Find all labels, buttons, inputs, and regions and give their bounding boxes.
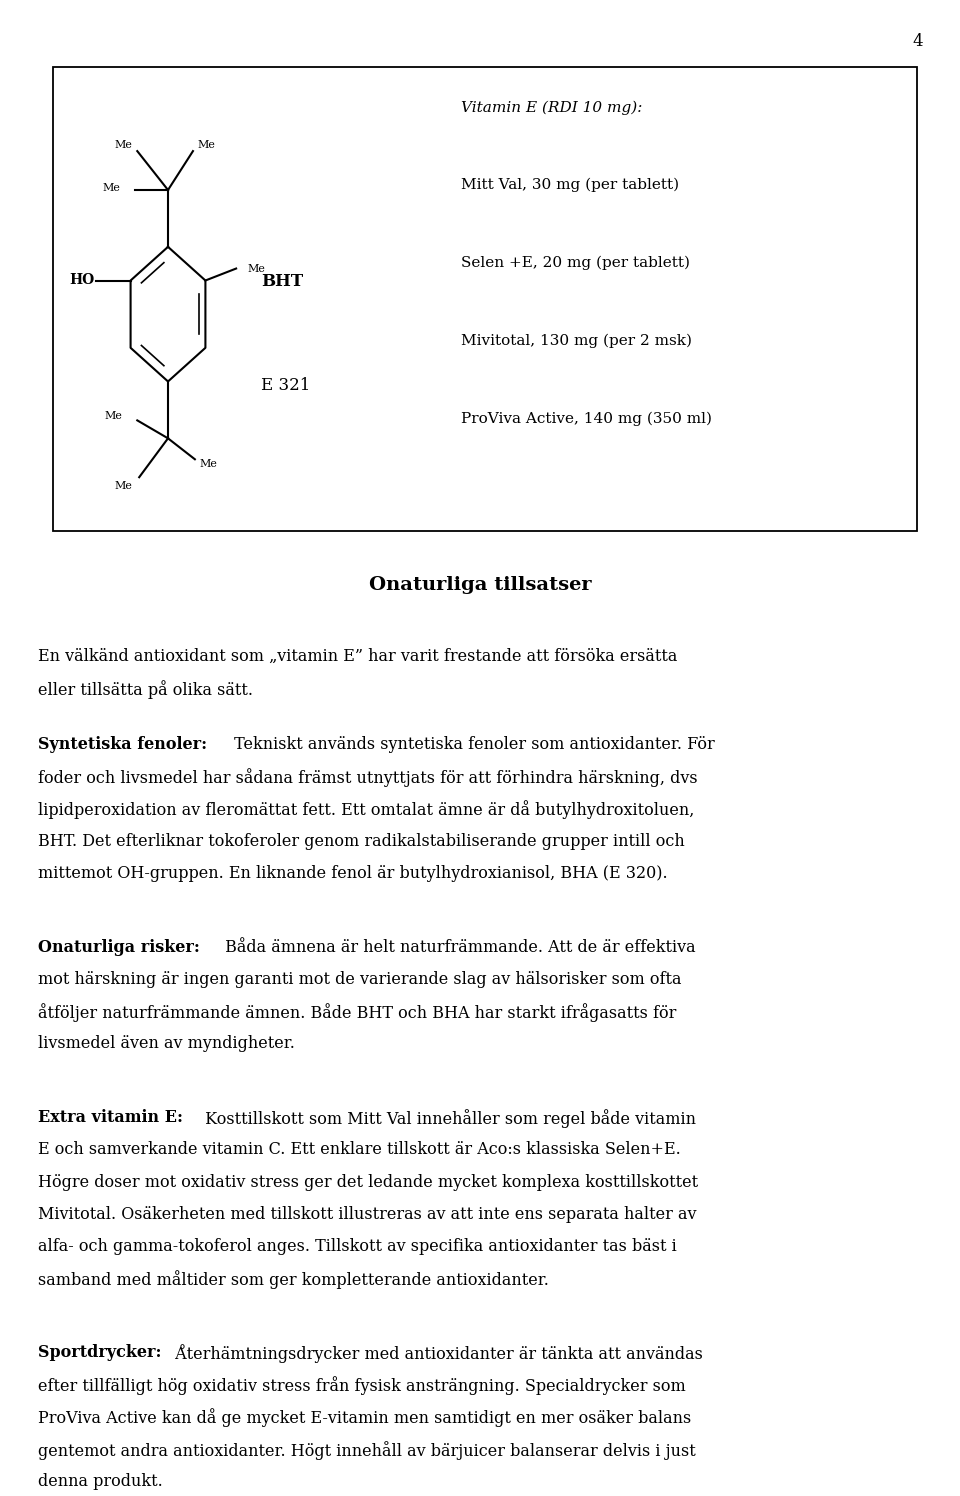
Text: 4: 4 (913, 33, 924, 49)
Text: Extra vitamin E:: Extra vitamin E: (38, 1110, 183, 1126)
Text: Me: Me (115, 482, 132, 491)
Text: E och samverkande vitamin C. Ett enklare tillskott är Aco:s klassiska Selen+E.: E och samverkande vitamin C. Ett enklare… (38, 1141, 682, 1158)
Text: BHT. Det efterliknar tokoferoler genom radikalstabiliserande grupper intill och: BHT. Det efterliknar tokoferoler genom r… (38, 832, 685, 850)
Text: ProViva Active kan då ge mycket E-vitamin men samtidigt en mer osäker balans: ProViva Active kan då ge mycket E-vitam… (38, 1409, 691, 1427)
Text: Sportdrycker:: Sportdrycker: (38, 1345, 162, 1361)
Text: lipidperoxidation av fleromättat fett. Ett omtalat ämne är då butylhydroxito: lipidperoxidation av fleromättat fett. … (38, 800, 695, 820)
Text: denna produkt.: denna produkt. (38, 1472, 163, 1490)
Text: Återhӓmtningsdrycker med antioxidanter är tänkta att användas: Återhӓmtningsdrycker med antioxidanter… (170, 1345, 703, 1363)
Text: Mivitotal, 130 mg (per 2 msk): Mivitotal, 130 mg (per 2 msk) (461, 334, 692, 349)
Bar (53, 67, 917, 531)
Text: En välkänd antioxidant som „vitamin E” har varit frestande att försöka ersätta: En välkänd antioxidant som „vitamin E” h… (38, 648, 678, 664)
Text: Båda ämnena är helt naturfrӓmmande. Att de är effektiva: Båda ämnena är helt naturfrӓmmande. … (220, 939, 695, 956)
Text: livsmedel även av myndigheter.: livsmedel även av myndigheter. (38, 1035, 296, 1052)
Text: E 321: E 321 (261, 377, 310, 395)
Text: alfa- och gamma-tokoferol anges. Tillskott av specifika antioxidanter tas bäst : alfa- och gamma-tokoferol anges. Tillsko… (38, 1239, 677, 1255)
Text: Me: Me (198, 141, 215, 150)
Text: eller tillsätta på olika sätt.: eller tillsätta på olika sätt. (38, 679, 253, 699)
Text: ProViva Active, 140 mg (350 ml): ProViva Active, 140 mg (350 ml) (461, 411, 711, 426)
Text: HO: HO (69, 274, 94, 287)
Text: Vitamin E (RDI 10 mg):: Vitamin E (RDI 10 mg): (461, 100, 642, 115)
Text: BHT: BHT (261, 272, 303, 290)
Text: Onaturliga tillsatser: Onaturliga tillsatser (369, 576, 591, 594)
Text: mittemot OH-gruppen. En liknande fenol är butylhydroxianisol, BHA (E 320).: mittemot OH-gruppen. En liknande fenol a… (38, 865, 668, 881)
Text: Me: Me (104, 411, 122, 420)
Text: Onaturliga risker:: Onaturliga risker: (38, 939, 201, 956)
Text: Syntetiska fenoler:: Syntetiska fenoler: (38, 736, 207, 752)
Text: Me: Me (200, 459, 217, 468)
Text: Högre doser mot oxidativ stress ger det ledande mycket komplexa kosttillskottet: Högre doser mot oxidativ stress ger det… (38, 1173, 699, 1191)
Text: efter tillfälligt hög oxidativ stress från fysisk ansträngning. Specialdryck: efter tillfälligt hög oxidativ stress … (38, 1376, 686, 1396)
Text: Me: Me (115, 141, 132, 150)
Text: åtföljer naturfrӓmmande ämnen. Både BHT och BHA har starkt ifrågasatts fö: åtföljer naturfrӓmmande ämnen. Både… (38, 1002, 677, 1022)
Text: foder och livsmedel har sådana främst utnyttjats för att förhindra härsknin: foder och livsmedel har sådana främst … (38, 769, 698, 787)
Text: Selen +E, 20 mg (per tablett): Selen +E, 20 mg (per tablett) (461, 256, 690, 271)
Text: samband med måltider som ger kompletterande antioxidanter.: samband med måltider som ger kompletter… (38, 1270, 549, 1290)
Text: mot härskning är ingen garanti mot de varierande slag av hälsorisker som ofta: mot härskning är ingen garanti mot de … (38, 971, 682, 987)
Text: Mivitotal. Osäkerheten med tillskott illustreras av att inte ens separata halte: Mivitotal. Osäkerheten med tillskott il… (38, 1206, 697, 1222)
Text: Tekniskt används syntetiska fenoler som antioxidanter. För: Tekniskt används syntetiska fenoler som… (229, 736, 715, 752)
Text: Me: Me (102, 184, 120, 193)
Text: Mitt Val, 30 mg (per tablett): Mitt Val, 30 mg (per tablett) (461, 178, 679, 193)
Text: Kosttillskott som Mitt Val innehåller som regel både vitamin: Kosttillskott som Mitt Val innehåller so… (200, 1110, 696, 1128)
Text: gentemot andra antioxidanter. Högt innehåll av bärjuicer balanserar delvis i j: gentemot andra antioxidanter. Högt inne… (38, 1441, 696, 1460)
Text: Me: Me (248, 263, 266, 274)
